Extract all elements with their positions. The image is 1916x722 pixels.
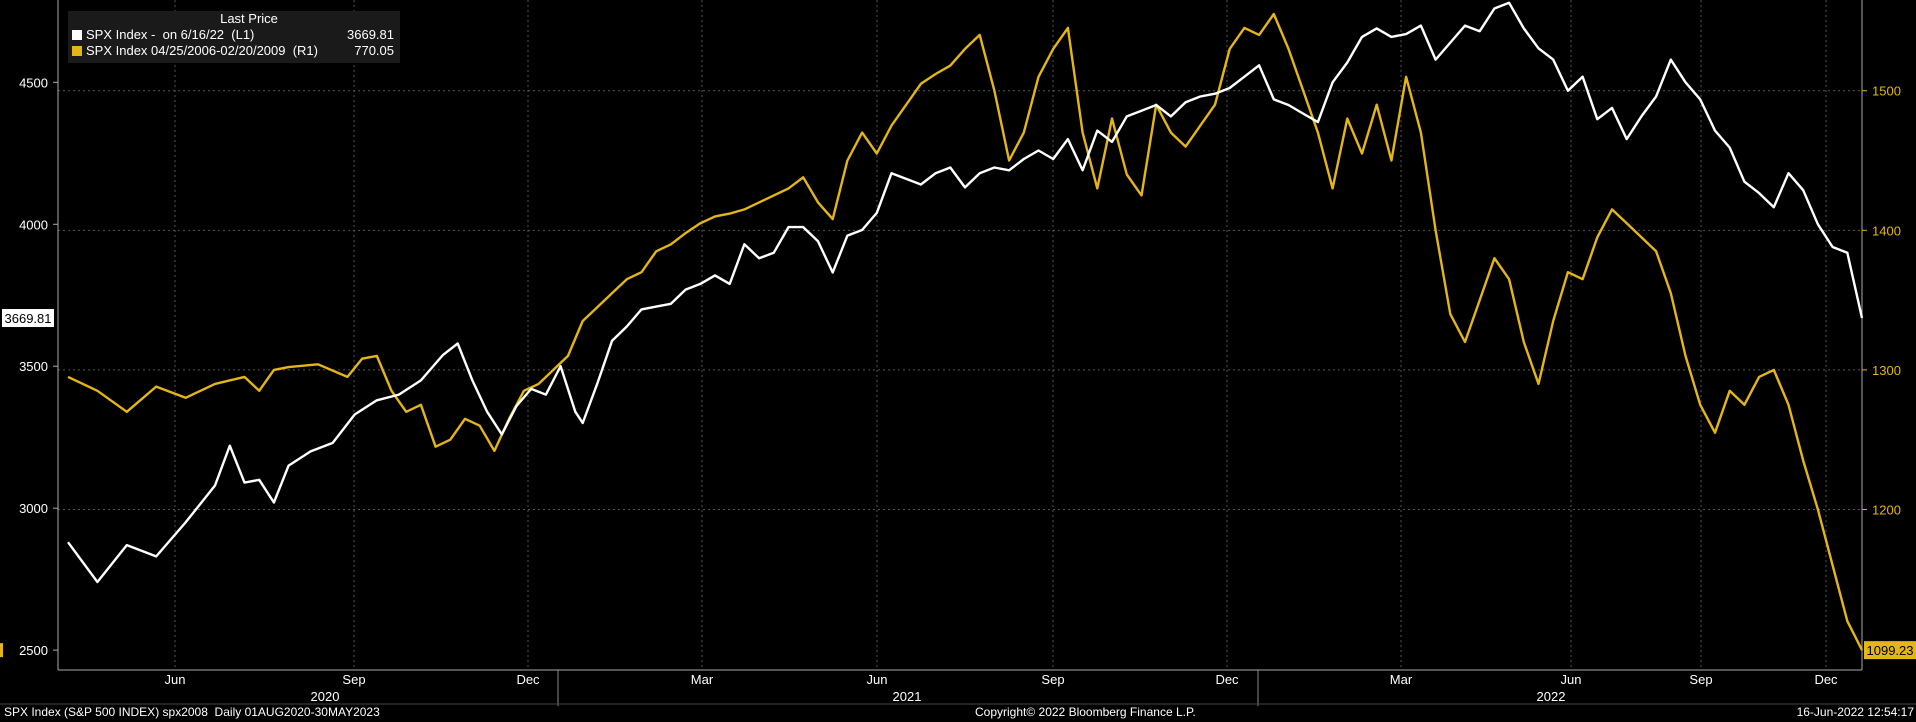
tick-label-x: Dec (1814, 672, 1838, 687)
year-label: 2022 (1537, 689, 1566, 704)
footer-timestamp: 16-Jun-2022 12:54:17 (1796, 705, 1914, 719)
left-gold-marker (0, 643, 3, 658)
legend-label: SPX Index 04/25/2006-02/20/2009 (R1) (86, 43, 318, 58)
legend-header: Last Price (220, 11, 278, 26)
series-lines (67, 1, 1864, 651)
tick-label-left: 4000 (19, 217, 48, 232)
legend-value: 770.05 (354, 43, 394, 58)
footer-security-info: SPX Index (S&P 500 INDEX) spx2008 Daily … (4, 705, 380, 719)
legend-swatch-white (72, 30, 82, 40)
footer-copyright: Copyright© 2022 Bloomberg Finance L.P. (975, 705, 1196, 719)
legend-value: 3669.81 (347, 27, 394, 42)
tick-label-right: 1300 (1872, 363, 1901, 378)
tick-label-x: Mar (1390, 672, 1413, 687)
axes (0, 0, 1916, 706)
last-value-badge-right (1864, 641, 1916, 660)
tick-label-x: Jun (867, 672, 888, 687)
legend: Last Price SPX Index - on 6/16/22 (L1) 3… (68, 11, 400, 63)
tick-label-x: Dec (1215, 672, 1239, 687)
last-value-label-left: 3669.81 (5, 311, 52, 326)
tick-label-x: Sep (342, 672, 365, 687)
tick-label-x: Jun (1561, 672, 1582, 687)
year-label: 2021 (893, 689, 922, 704)
series-line-spx-2008 (67, 12, 1864, 651)
tick-label-right: 1500 (1872, 84, 1901, 99)
tick-label-left: 2500 (19, 643, 48, 658)
axis-labels: 2500 3000 3500 4000 4500 1200 1300 1400 1500 Jun S… (0, 75, 1916, 704)
tick-label-right: 1200 (1872, 502, 1901, 517)
tick-label-x: Dec (516, 672, 540, 687)
series-line-spx-current (67, 1, 1864, 584)
tick-label-left: 4500 (19, 75, 48, 90)
tick-label-x: Jun (165, 672, 186, 687)
tick-label-left: 3000 (19, 501, 48, 516)
legend-swatch-gold (72, 46, 82, 56)
last-value-badge-left (2, 309, 54, 328)
tick-label-right: 1400 (1872, 223, 1901, 238)
last-value-label-right: 1099.23 (1867, 643, 1914, 658)
tick-label-x: Mar (691, 672, 714, 687)
year-label: 2020 (311, 689, 340, 704)
tick-label-x: Sep (1689, 672, 1712, 687)
legend-label: SPX Index - on 6/16/22 (L1) (86, 27, 255, 42)
grid (58, 0, 1862, 670)
legend-item-spx-2008: SPX Index 04/25/2006-02/20/2009 (R1) 770… (68, 43, 400, 59)
legend-item-spx-current: SPX Index - on 6/16/22 (L1) 3669.81 (68, 27, 400, 43)
tick-label-x: Sep (1041, 672, 1064, 687)
tick-label-left: 3500 (19, 359, 48, 374)
